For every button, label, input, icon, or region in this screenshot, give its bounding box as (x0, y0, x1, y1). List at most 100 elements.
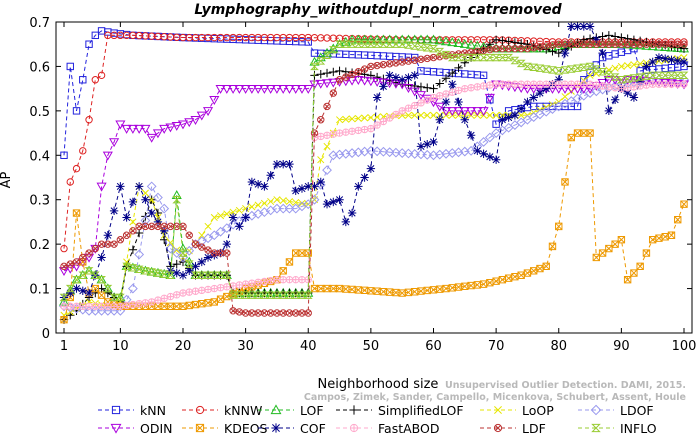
data-point (548, 80, 557, 88)
data-point (586, 80, 594, 88)
data-point (617, 48, 626, 56)
data-point (147, 268, 157, 276)
data-point (141, 299, 150, 307)
data-point (642, 72, 651, 80)
data-point (222, 239, 232, 249)
plot-frame (55, 21, 693, 334)
data-point (191, 240, 200, 248)
data-point (435, 115, 444, 124)
data-point (478, 107, 489, 117)
data-point (529, 63, 539, 72)
data-point (629, 35, 639, 44)
data-point (648, 80, 657, 88)
data-point (579, 63, 589, 72)
data-point (172, 259, 181, 269)
data-point (91, 31, 100, 40)
data-point (66, 62, 74, 71)
data-point (154, 296, 162, 304)
data-point (292, 198, 300, 206)
data-point (285, 276, 294, 284)
data-point (648, 71, 658, 80)
data-point (195, 423, 205, 433)
data-point (348, 127, 356, 135)
data-point (217, 212, 225, 220)
data-point (385, 40, 395, 48)
data-point (91, 244, 100, 253)
data-point (554, 75, 563, 84)
data-point (335, 40, 344, 48)
data-point (177, 243, 189, 253)
data-point (84, 267, 94, 275)
data-point (466, 145, 476, 156)
data-point (298, 276, 306, 284)
data-point (278, 84, 289, 94)
data-point (366, 40, 376, 48)
data-point (146, 181, 157, 192)
data-point (347, 34, 358, 44)
data-point (365, 77, 376, 87)
data-point (486, 81, 494, 89)
data-point (448, 80, 457, 89)
data-point (195, 405, 205, 415)
data-point (72, 209, 81, 217)
data-point (473, 281, 482, 289)
data-point (348, 115, 356, 123)
data-point (667, 55, 676, 64)
y-tick-label: 0.1 (29, 283, 50, 298)
data-point (329, 89, 337, 97)
data-point (196, 236, 207, 247)
data-point (479, 280, 488, 288)
series-cof (59, 22, 689, 302)
data-point (579, 35, 588, 44)
x-axis-label: Neighborhood size (318, 377, 439, 392)
data-point (641, 77, 652, 87)
data-point (447, 37, 458, 47)
data-point (296, 84, 308, 94)
data-point (548, 242, 557, 251)
data-point (72, 164, 81, 173)
data-point (146, 133, 157, 143)
data-point (604, 31, 614, 40)
data-point (360, 65, 369, 73)
data-point (630, 61, 638, 69)
data-point (241, 280, 250, 288)
data-point (367, 125, 375, 133)
data-point (228, 84, 239, 94)
data-point (259, 84, 270, 94)
data-point (498, 115, 507, 124)
data-point (660, 71, 670, 80)
data-point (216, 284, 225, 292)
data-point (246, 84, 257, 94)
data-point (103, 284, 113, 293)
data-point (610, 32, 620, 41)
data-point (416, 43, 426, 51)
data-point (448, 88, 456, 96)
data-point (429, 93, 438, 102)
data-point (60, 315, 68, 324)
data-point (473, 146, 482, 156)
data-point (310, 182, 319, 191)
data-point (442, 284, 450, 293)
data-point (623, 75, 633, 83)
data-point (635, 77, 645, 87)
data-point (335, 129, 344, 137)
data-point (147, 208, 156, 218)
data-point (97, 302, 106, 310)
legend: kNN kNNW LOF SimplifiedLOF LoOP LDOF ODIN KDEOS… (98, 403, 657, 434)
data-point (585, 62, 595, 71)
data-point (536, 264, 544, 273)
data-point (635, 73, 645, 81)
data-point (340, 77, 351, 87)
data-point (96, 182, 107, 192)
data-point (460, 115, 470, 124)
data-point (604, 106, 614, 116)
data-point (591, 423, 601, 433)
data-point (372, 146, 383, 157)
data-point (270, 404, 282, 415)
data-point (416, 149, 426, 160)
series-ldof (59, 74, 689, 316)
data-point (448, 284, 456, 292)
data-point (598, 32, 607, 41)
data-point (141, 267, 150, 275)
x-tick-label: 30 (237, 339, 254, 354)
